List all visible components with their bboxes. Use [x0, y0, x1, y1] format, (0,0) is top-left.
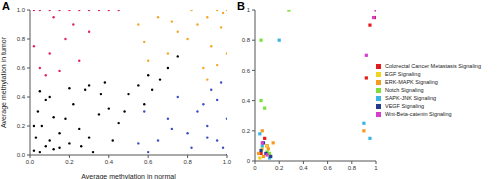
svg-text:0.4: 0.4	[17, 94, 26, 100]
svg-text:0.8: 0.8	[242, 37, 251, 43]
html-text:B: B	[237, 0, 245, 12]
svg-text:0.8: 0.8	[17, 36, 26, 42]
svg-text:0.2: 0.2	[17, 123, 26, 129]
svg-text:1: 1	[247, 7, 251, 13]
svg-text:0.0: 0.0	[17, 152, 26, 158]
svg-text:1.0: 1.0	[17, 7, 26, 13]
svg-text:1.0: 1.0	[223, 159, 232, 165]
svg-text:0.4: 0.4	[299, 165, 308, 171]
svg-text:0: 0	[247, 158, 251, 164]
html-text:Notch Signaling: Notch Signaling	[385, 86, 424, 93]
html-text:VEGF Signaling: VEGF Signaling	[385, 102, 425, 109]
svg-text:1: 1	[374, 165, 378, 171]
svg-text:0.8: 0.8	[348, 165, 357, 171]
html-text:A: A	[2, 0, 10, 12]
svg-text:0: 0	[253, 165, 257, 171]
svg-text:0.4: 0.4	[242, 98, 251, 104]
svg-text:0.6: 0.6	[323, 165, 332, 171]
html-text:ERK-MAPK Signaling: ERK-MAPK Signaling	[385, 78, 438, 85]
svg-text:0.4: 0.4	[105, 159, 114, 165]
html-text:SAPK-JNK Signaling: SAPK-JNK Signaling	[385, 94, 437, 101]
svg-text:0.6: 0.6	[144, 159, 153, 165]
svg-text:0.2: 0.2	[65, 159, 74, 165]
svg-text:0.6: 0.6	[17, 65, 26, 71]
svg-text:Average methylation in normal: Average methylation in normal	[81, 173, 176, 179]
svg-text:Average methylation in tumor: Average methylation in tumor	[8, 36, 9, 128]
html-text:Wnt-Beta-catenin Signaling: Wnt-Beta-catenin Signaling	[385, 110, 452, 117]
svg-text:0.6: 0.6	[242, 68, 251, 74]
svg-text:0.2: 0.2	[242, 128, 251, 134]
html-text:Colorectal Cancer Metastasis S: Colorectal Cancer Metastasis Signaling	[385, 62, 481, 69]
svg-text:0.2: 0.2	[275, 165, 284, 171]
svg-text:0.8: 0.8	[183, 159, 192, 165]
svg-text:0.0: 0.0	[26, 159, 35, 165]
html-text:EGF Signaling: EGF Signaling	[385, 70, 421, 77]
